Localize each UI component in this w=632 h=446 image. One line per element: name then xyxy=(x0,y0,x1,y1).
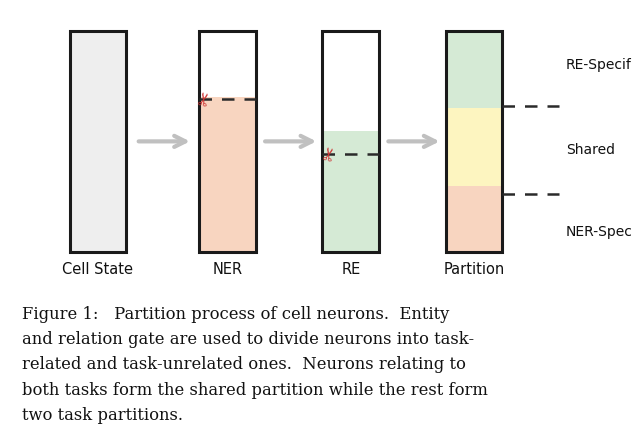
Bar xyxy=(322,31,379,131)
Text: both tasks form the shared partition while the rest form: both tasks form the shared partition whi… xyxy=(22,382,488,399)
Bar xyxy=(446,31,502,108)
Text: RE-Specific: RE-Specific xyxy=(566,58,632,72)
Bar xyxy=(199,31,256,252)
Text: NER-Specific: NER-Specific xyxy=(566,225,632,239)
Bar xyxy=(322,31,379,252)
Text: Cell State: Cell State xyxy=(63,262,133,277)
Bar xyxy=(70,31,126,252)
Bar xyxy=(199,31,256,97)
Bar xyxy=(446,31,502,252)
Text: related and task-unrelated ones.  Neurons relating to: related and task-unrelated ones. Neurons… xyxy=(22,356,466,373)
Text: Figure 1:   Partition process of cell neurons.  Entity: Figure 1: Partition process of cell neur… xyxy=(22,306,449,322)
Bar xyxy=(70,31,126,252)
Text: two task partitions.: two task partitions. xyxy=(22,407,183,424)
Text: Partition: Partition xyxy=(444,262,504,277)
Text: NER: NER xyxy=(212,262,243,277)
Bar xyxy=(446,186,502,252)
Bar xyxy=(322,131,379,252)
Bar xyxy=(199,97,256,252)
Bar xyxy=(446,108,502,186)
Text: ✂: ✂ xyxy=(195,90,216,109)
Text: and relation gate are used to divide neurons into task-: and relation gate are used to divide neu… xyxy=(22,331,474,348)
Text: RE: RE xyxy=(341,262,360,277)
Text: Shared: Shared xyxy=(566,143,615,157)
Text: ✂: ✂ xyxy=(320,144,341,164)
